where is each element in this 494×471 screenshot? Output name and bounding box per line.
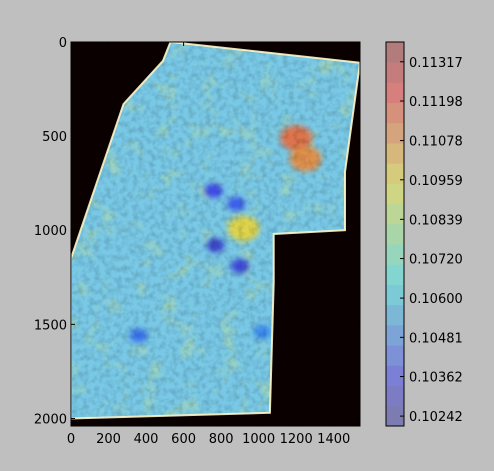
colorbar-band — [386, 122, 404, 144]
colorbar-tick-label: 0.10720 — [409, 253, 463, 268]
x-tick-label: 800 — [209, 432, 234, 447]
x-tick-label: 400 — [134, 432, 159, 447]
colorbar-tick-label: 0.10600 — [409, 292, 463, 307]
colorbar-tick-label: 0.11317 — [409, 56, 463, 71]
colorbar-tick-label: 0.10481 — [409, 331, 463, 346]
colorbar-band — [386, 284, 404, 306]
colorbar-band — [386, 385, 404, 407]
colorbar: 0.11317 0.11198 0.11078 0.10959 0.10839 0.107… — [385, 41, 463, 427]
colorbar-band — [386, 42, 404, 63]
x-tick-label: 0 — [67, 432, 75, 447]
colorbar-band — [386, 264, 404, 285]
colorbar-ticks: 0.11317 0.11198 0.11078 0.10959 0.10839 0.107… — [400, 56, 463, 425]
colorbar-band — [386, 324, 404, 346]
y-tick-label: 0 — [59, 36, 67, 51]
y-tick-label: 1500 — [34, 318, 67, 333]
colorbar-tick-label: 0.11078 — [409, 135, 463, 150]
plot-area — [71, 42, 360, 426]
x-axis: 0 200 400 600 800 1000 1200 1400 — [67, 42, 350, 447]
colorbar-band — [386, 82, 404, 104]
colorbar-band — [386, 62, 404, 83]
colorbar-tick-label: 0.10959 — [409, 174, 463, 189]
colorbar-band — [386, 244, 404, 265]
x-tick-label: 1000 — [242, 432, 275, 447]
colorbar-tick-label: 0.10362 — [409, 371, 463, 386]
colorbar-band — [386, 304, 404, 326]
image-boundary — [71, 42, 360, 420]
x-tick-label: 200 — [96, 432, 121, 447]
colorbar-frame — [385, 41, 405, 427]
colorbar-band — [386, 203, 404, 225]
colorbar-band — [386, 345, 404, 366]
colorbar-band — [386, 223, 404, 245]
colorbar-tick-label: 0.10839 — [409, 213, 463, 228]
colorbar-bands — [386, 42, 404, 427]
x-tick-label: 600 — [171, 432, 196, 447]
colorbar-band — [386, 143, 404, 164]
axes-frame — [70, 41, 361, 427]
colorbar-band — [386, 183, 404, 205]
y-tick-label: 2000 — [34, 412, 67, 427]
colorbar-band — [386, 365, 404, 386]
x-tick-label: 1400 — [317, 432, 350, 447]
y-tick-label: 1000 — [34, 224, 67, 239]
colorbar-band — [386, 102, 404, 124]
y-axis: 0 500 1000 1500 2000 — [34, 36, 360, 427]
colorbar-tick-label: 0.11198 — [409, 95, 463, 110]
colorbar-band — [386, 163, 404, 184]
x-tick-label: 1200 — [280, 432, 313, 447]
y-tick-label: 500 — [42, 130, 67, 145]
colorbar-band — [386, 405, 404, 427]
colorbar-tick-label: 0.10242 — [409, 410, 463, 425]
